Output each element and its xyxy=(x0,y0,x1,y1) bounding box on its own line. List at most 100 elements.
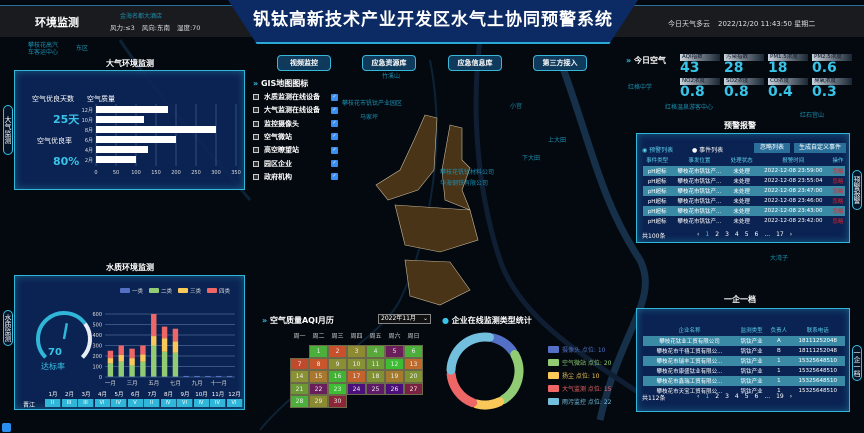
page-button[interactable]: 2 xyxy=(715,231,720,238)
gis-layer-item[interactable]: 监控摄像头 ✓ xyxy=(253,119,338,129)
calendar-day[interactable]: 15 xyxy=(309,370,328,383)
water-grade-cell[interactable]: IV xyxy=(160,399,177,407)
layer-checkbox[interactable]: ✓ xyxy=(331,133,338,141)
calendar-day[interactable]: 9 xyxy=(328,357,347,370)
app-icon[interactable] xyxy=(2,423,11,432)
calendar-day[interactable]: 2 xyxy=(328,345,347,358)
third-party-button[interactable]: 第三方接入 xyxy=(533,55,587,71)
calendar-day[interactable]: 1 xyxy=(309,345,328,358)
donut-slice[interactable] xyxy=(488,333,518,356)
water-grade-cell[interactable]: II xyxy=(45,399,61,407)
page-button[interactable]: 4 xyxy=(734,231,739,238)
calendar-day[interactable]: 7 xyxy=(290,357,309,370)
event-list-radio[interactable]: ● 事件列表 xyxy=(692,147,724,154)
layer-checkbox[interactable]: ✓ xyxy=(331,160,338,167)
prev-page-button[interactable]: ‹ xyxy=(697,231,700,238)
page-button[interactable]: 1 xyxy=(705,231,710,238)
enterprise-side-tab[interactable]: 一企一档 xyxy=(852,345,862,381)
page-button[interactable]: 2 xyxy=(715,393,720,400)
layer-checkbox[interactable]: ✓ xyxy=(331,106,338,114)
donut-slice[interactable] xyxy=(446,369,478,408)
calendar-day[interactable]: 4 xyxy=(366,345,385,358)
calendar-day[interactable]: 6 xyxy=(404,345,423,358)
calendar-day[interactable]: 11 xyxy=(366,357,385,370)
water-grade-cell[interactable]: V xyxy=(127,399,144,407)
next-page-button[interactable]: › xyxy=(789,393,793,400)
water-grade-cell[interactable]: IV xyxy=(193,399,210,407)
air-side-tab[interactable]: 大气监测 xyxy=(3,105,13,155)
calendar-day[interactable]: 24 xyxy=(347,382,366,395)
water-side-tab[interactable]: 水质监测 xyxy=(3,310,13,346)
ignore-link[interactable]: 忽略 xyxy=(830,166,845,176)
water-grade-cell[interactable]: VI xyxy=(177,399,193,407)
donut-slice[interactable] xyxy=(498,350,524,405)
calendar-day[interactable]: 29 xyxy=(309,395,328,408)
water-grade-cell[interactable]: VI xyxy=(226,399,243,407)
layer-checkbox[interactable]: ✓ xyxy=(331,93,338,101)
gis-layer-item[interactable]: 空气微站 ✓ xyxy=(253,132,338,142)
layer-checkbox[interactable]: ✓ xyxy=(331,173,338,181)
calendar-day[interactable]: 19 xyxy=(385,370,404,383)
table-row[interactable]: pH超标 攀枝花市钒钛产... 未处理 2022-12-08 23:55:04 忽略 xyxy=(643,176,845,186)
table-row[interactable]: 攀枝花市鑫瑞工贸有限公... 钒钛产业 1 15325648510 xyxy=(643,376,845,386)
table-row[interactable]: 攀枝花市瑞丰工贸有限公... 钒钛产业 1 15325648510 xyxy=(643,356,845,366)
calendar-day[interactable]: 27 xyxy=(404,382,423,395)
table-row[interactable]: 攀枝花市千禧工贸有限公... 钒钛产业 B 18111252048 xyxy=(643,346,845,356)
calendar-day[interactable]: 20 xyxy=(404,370,423,383)
page-button[interactable]: 6 xyxy=(754,393,759,400)
gis-layer-item[interactable]: 水质监测在线设备 ✓ xyxy=(253,92,338,102)
calendar-day[interactable]: 17 xyxy=(347,370,366,383)
video-monitor-button[interactable]: 视频监控 xyxy=(277,55,331,71)
gis-layer-item[interactable]: 高空瞭望站 ✓ xyxy=(253,145,338,155)
calendar-day[interactable]: 30 xyxy=(328,395,347,408)
prev-page-button[interactable]: ‹ xyxy=(697,393,700,400)
table-row[interactable]: pH超标 攀枝花市钒钛产... 未处理 2022-12-08 23:47:00 忽略 xyxy=(643,186,845,196)
page-button[interactable]: 6 xyxy=(754,231,759,238)
page-button[interactable]: 5 xyxy=(744,231,749,238)
page-button[interactable]: 19 xyxy=(776,393,784,400)
calendar-day[interactable]: 22 xyxy=(309,382,328,395)
calendar-day[interactable]: 13 xyxy=(404,357,423,370)
ignore-list-button[interactable]: 忽略列表 xyxy=(754,143,790,153)
ignore-link[interactable]: 忽略 xyxy=(832,199,844,205)
page-button[interactable]: 5 xyxy=(744,393,749,400)
gis-layer-item[interactable]: 政府机构 ✓ xyxy=(253,172,338,182)
table-row[interactable]: pH超标 攀枝花市钒钛产... 未处理 2022-12-08 23:59:00 忽略 xyxy=(643,166,845,176)
gis-layer-item[interactable]: 园区企业 ✓ xyxy=(253,159,338,169)
emergency-info-button[interactable]: 应急信息库 xyxy=(448,55,502,71)
calendar-day[interactable]: 16 xyxy=(328,370,347,383)
water-grade-cell[interactable]: III xyxy=(78,399,94,407)
month-select[interactable]: 2022年11月 ⌄ xyxy=(378,314,431,324)
table-row[interactable]: 攀枝花市康盛钛业有限公... 钒钛产业 1 15325648510 xyxy=(643,366,845,376)
donut-slice[interactable] xyxy=(446,332,494,375)
page-button[interactable]: 3 xyxy=(725,231,729,238)
calendar-day[interactable]: 10 xyxy=(347,357,366,370)
custom-event-button[interactable]: 生成自定义事件 xyxy=(794,143,846,153)
table-row[interactable]: pH超标 攀枝花市钒钛产... 未处理 2022-12-08 23:46:00 忽略 xyxy=(643,196,845,206)
page-button[interactable]: ... xyxy=(764,393,771,400)
ignore-link[interactable]: 忽略 xyxy=(832,219,844,225)
water-grade-cell[interactable]: IV xyxy=(210,399,226,407)
page-button[interactable]: 3 xyxy=(725,393,729,400)
park-boundary[interactable] xyxy=(375,114,479,306)
calendar-day[interactable]: 25 xyxy=(366,382,385,395)
water-grade-cell[interactable]: VI xyxy=(94,399,111,407)
calendar-day[interactable]: 8 xyxy=(309,357,328,370)
water-grade-cell[interactable]: IV xyxy=(111,399,127,407)
table-row[interactable]: 攀枝花钛业工贸有限公司 钒钛产业 A 18111252048 xyxy=(643,336,845,346)
ignore-link[interactable]: 忽略 xyxy=(830,206,845,216)
layer-checkbox[interactable]: ✓ xyxy=(331,120,338,128)
water-grade-cell[interactable]: III xyxy=(61,399,78,407)
calendar-day[interactable]: 21 xyxy=(290,382,309,395)
calendar-day[interactable]: 26 xyxy=(385,382,404,395)
calendar-day[interactable]: 28 xyxy=(290,395,309,408)
emergency-resource-button[interactable]: 应急资源库 xyxy=(362,55,416,71)
page-button[interactable]: ... xyxy=(764,231,771,238)
page-button[interactable]: 1 xyxy=(705,393,710,400)
ignore-link[interactable]: 忽略 xyxy=(832,179,844,185)
gis-layer-item[interactable]: 大气监测在线设备 ✓ xyxy=(253,105,338,115)
alarm-list-radio[interactable]: ◉ 预警列表 xyxy=(642,147,674,154)
calendar-day[interactable]: 14 xyxy=(290,370,309,383)
calendar-day[interactable]: 3 xyxy=(347,345,366,358)
ignore-link[interactable]: 忽略 xyxy=(830,186,845,196)
